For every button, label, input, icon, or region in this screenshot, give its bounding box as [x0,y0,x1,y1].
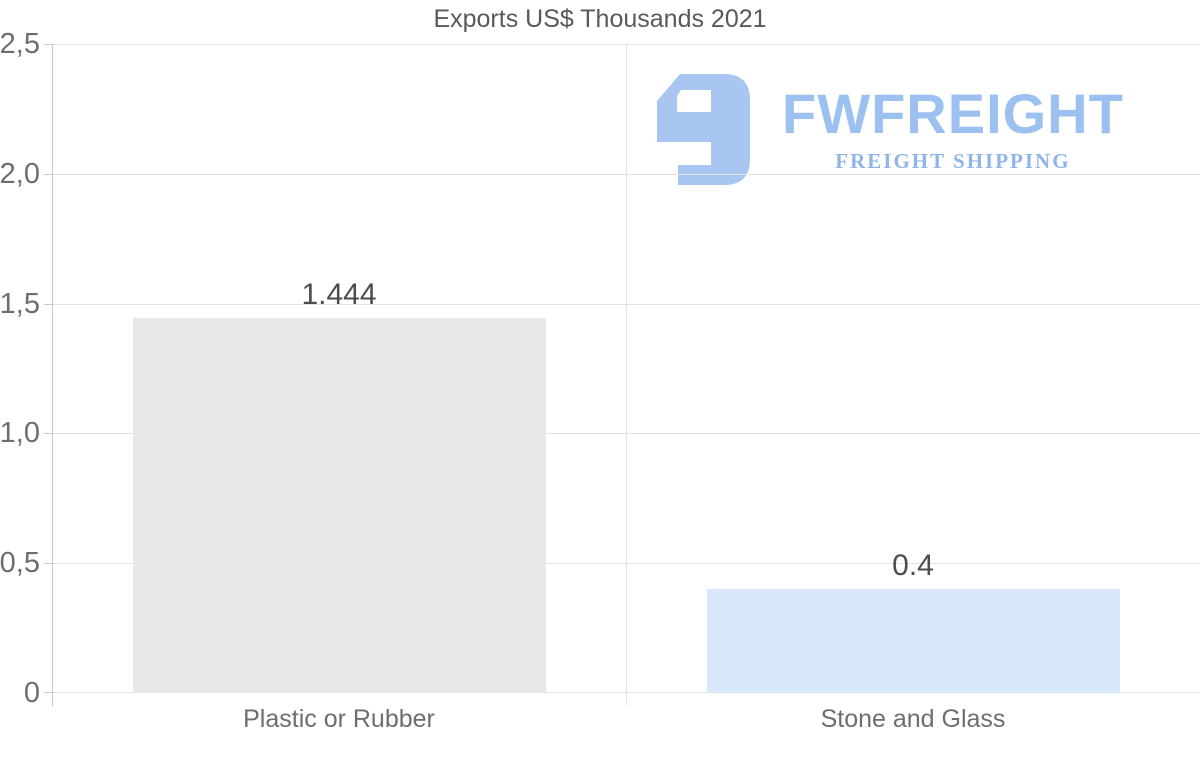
x-category-label: Plastic or Rubber [243,705,435,733]
y-tick-label: 2,5 [0,28,40,60]
bar-layer: 1.444 Plastic or Rubber 0.4 Stone and Glass [52,44,1200,733]
bar-1 [133,318,546,693]
y-tick-mark [44,433,52,434]
x-category-label: Stone and Glass [820,705,1006,733]
y-tick-mark [44,44,52,45]
y-tick-mark [44,304,52,305]
bar-2 [707,589,1120,693]
logo-subtitle: FREIGHT SHIPPING [835,149,1071,173]
bar-value-label: 0.4 [892,549,934,582]
fwfreight-logo-watermark: FWFREIGHT FREIGHT SHIPPING [647,74,1124,185]
y-tick-label: 1,0 [0,417,40,449]
fwfreight-f-icon [657,74,750,185]
plot-area: 0 0,5 1,0 1,5 2,0 2,5 1.444 Plastic or Rubber 0… [0,28,1200,733]
y-tick-label: 1,5 [0,288,40,320]
y-tick-label: 2,0 [0,158,40,190]
y-tick-label: 0 [23,677,40,709]
grid-layer: 0 0,5 1,0 1,5 2,0 2,5 [0,28,1200,709]
category-separator-gridline [626,44,627,705]
logo-wordmark: FWFREIGHT [782,82,1124,145]
bar-value-label: 1.444 [301,278,377,311]
y-tick-mark [44,174,52,175]
chart-title: Exports US$ Thousands 2021 [433,5,767,33]
logo-text: FWFREIGHT FREIGHT SHIPPING [782,86,1124,174]
y-axis-line [52,44,53,706]
y-tick-label: 0,5 [0,547,40,579]
y-tick-mark [44,692,52,693]
y-tick-mark [44,563,52,564]
